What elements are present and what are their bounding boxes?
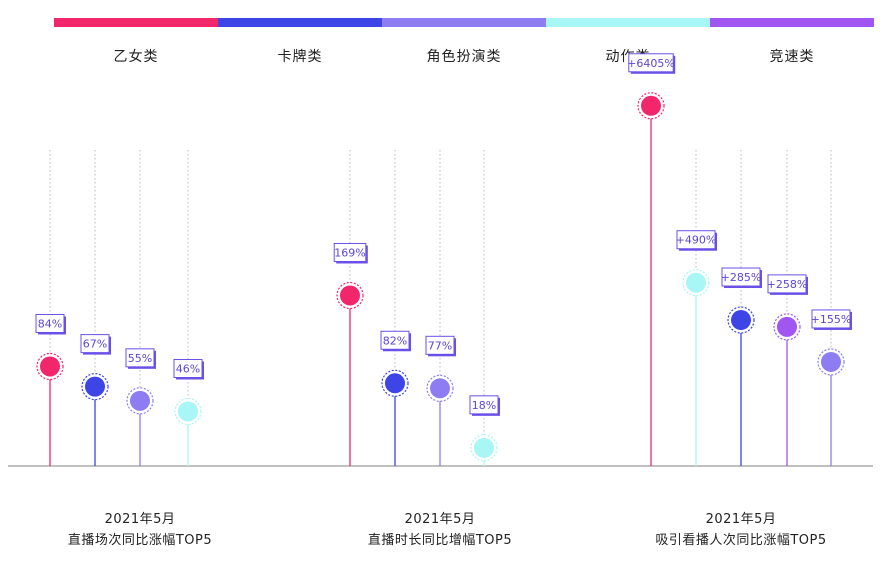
value-box [35,313,65,333]
value-label: +490% [676,234,717,247]
chart-1: 84% 67% 55% 46% [35,150,204,466]
lollipop-dot [641,95,661,116]
value-box [380,330,410,350]
value-box [628,53,674,73]
value-label: +285% [721,271,762,284]
lollipop-dot [385,373,405,394]
lollipop-dot [40,356,60,377]
legend-label: 竞速类 [769,49,815,65]
legend-label: 卡牌类 [277,49,323,65]
value-box [469,395,499,415]
chart-1-year: 2021年5月 [104,512,176,527]
legend-item-rpg: 角色扮演类 [382,18,546,78]
chart-3-caption: 2021年5月 吸引看播人次同比涨幅TOP5 [611,509,871,551]
value-box [173,358,203,378]
value-label: 77% [428,339,452,352]
value-label: 55% [128,352,152,365]
chart-1-caption: 2021年5月 直播场次同比涨幅TOP5 [10,509,270,551]
chart-2-title: 直播时长同比增幅TOP5 [367,533,513,548]
value-box [811,309,851,329]
legend-color-bar [54,18,218,27]
lollipop-dot [686,272,706,293]
legend-color-bar [710,18,874,27]
chart-3: +6405% +490% +285% +258% +155% [627,53,852,466]
value-label: 84% [38,317,62,330]
value-label: +258% [767,278,808,291]
chart-1-title: 直播场次同比涨幅TOP5 [67,533,213,548]
value-label: 46% [176,362,200,375]
lollipop-dot [178,401,198,422]
chart-groups: 84% 67% 55% 46% 169% 82% 77% 18% +6405% +490% +285… [35,53,852,466]
legend-item-otome: 乙女类 [54,18,218,78]
value-label: +155% [811,313,852,326]
value-label: 82% [383,334,407,347]
value-label: 169% [334,246,365,259]
value-box [80,334,110,354]
chart-3-year: 2021年5月 [705,512,777,527]
value-box [333,242,367,262]
chart-2: 169% 82% 77% 18% [333,150,500,466]
value-box [425,335,455,355]
value-box [676,230,716,250]
lollipop-dot [821,351,841,372]
legend-label: 乙女类 [113,49,159,65]
lollipop-dot [777,316,797,337]
value-label: 67% [83,338,107,351]
chart-3-title: 吸引看播人次同比涨幅TOP5 [655,533,827,548]
lollipop-dot [340,285,360,306]
value-box [721,267,761,287]
legend-color-bar [218,18,382,27]
legend-color-bar [546,18,710,27]
lollipop-dot [474,437,494,458]
lollipop-dot [731,310,751,331]
value-label: 18% [472,399,496,412]
value-box [125,348,155,368]
legend-label: 角色扮演类 [426,49,502,65]
legend-item-racing: 竞速类 [710,18,874,78]
chart-2-caption: 2021年5月 直播时长同比增幅TOP5 [310,509,570,551]
legend-color-bar [382,18,546,27]
value-box [767,274,807,294]
lollipop-dot [430,378,450,399]
value-label: +6405% [627,57,675,70]
chart-2-year: 2021年5月 [404,512,476,527]
legend-item-card: 卡牌类 [218,18,382,78]
lollipop-dot [130,390,150,411]
lollipop-dot [85,376,105,397]
category-legend: 乙女类 卡牌类 角色扮演类 动作类 竞速类 [54,18,874,78]
